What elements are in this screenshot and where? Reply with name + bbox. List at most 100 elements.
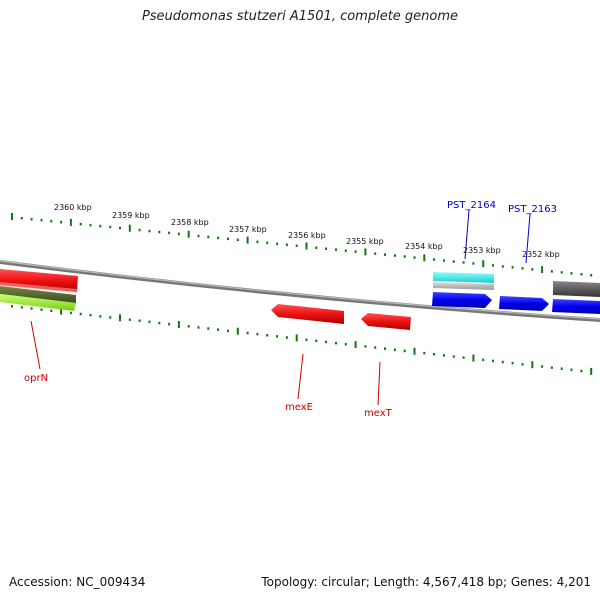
gene-label-oprN: oprN: [24, 373, 48, 384]
minor-tick: [452, 355, 455, 358]
major-tick: [531, 361, 534, 369]
minor-tick: [315, 246, 318, 249]
minor-tick: [79, 312, 82, 316]
minor-tick: [413, 256, 416, 259]
leader-line-mexT: [377, 361, 381, 406]
gene-mexE[interactable]: [271, 304, 344, 324]
minor-tick: [354, 250, 357, 253]
gene-pst2164-cyan[interactable]: [433, 272, 494, 283]
major-tick: [177, 321, 180, 328]
kbp-label: 2356 kbp: [288, 231, 326, 240]
gene-pst2164-gray[interactable]: [433, 282, 494, 290]
minor-tick: [384, 347, 386, 350]
minor-tick: [335, 341, 337, 345]
minor-tick: [20, 217, 23, 220]
major-tick: [119, 314, 121, 322]
minor-tick: [580, 273, 583, 276]
minor-tick: [374, 252, 377, 255]
minor-tick: [501, 265, 504, 268]
minor-tick: [109, 316, 112, 319]
genome-stats-text: Topology: circular; Length: 4,567,418 bp…: [261, 575, 591, 589]
minor-tick: [521, 363, 524, 366]
gene-mexT[interactable]: [361, 313, 411, 330]
minor-tick: [335, 248, 337, 251]
minor-tick: [246, 331, 249, 335]
major-tick: [482, 260, 485, 268]
major-tick: [541, 266, 544, 274]
minor-tick: [109, 225, 112, 229]
minor-tick: [99, 224, 102, 228]
minor-tick: [433, 353, 436, 356]
minor-tick: [236, 238, 239, 242]
minor-tick: [511, 266, 514, 269]
minor-tick: [217, 328, 220, 331]
gene-blue-right[interactable]: [552, 299, 600, 314]
minor-tick: [472, 262, 475, 265]
gene-oprN[interactable]: [0, 269, 78, 293]
minor-tick: [550, 270, 553, 273]
minor-tick: [40, 308, 43, 311]
minor-tick: [50, 309, 53, 312]
minor-tick: [511, 361, 514, 365]
minor-tick: [531, 268, 534, 271]
major-tick: [364, 248, 367, 256]
minor-tick: [30, 218, 33, 221]
major-tick: [128, 224, 131, 232]
minor-tick: [89, 223, 92, 227]
minor-tick: [501, 360, 504, 364]
minor-tick: [374, 346, 377, 349]
minor-tick: [521, 267, 524, 270]
minor-tick: [79, 222, 82, 226]
minor-tick: [393, 254, 396, 257]
kbp-label: 2359 kbp: [112, 211, 150, 220]
minor-tick: [344, 249, 347, 252]
gene-label-mexE: mexE: [285, 402, 313, 413]
minor-tick: [99, 315, 102, 318]
minor-tick: [285, 336, 288, 339]
gene-olive-left[interactable]: [0, 286, 76, 303]
leader-line-mexE: [297, 353, 304, 400]
minor-tick: [168, 231, 171, 235]
minor-tick: [580, 369, 583, 373]
gene-lime-left[interactable]: [0, 294, 76, 311]
minor-tick: [403, 255, 406, 258]
minor-tick: [40, 218, 43, 222]
map-title: Pseudomonas stutzeri A1501, complete gen…: [141, 9, 459, 24]
minor-tick: [227, 237, 229, 241]
minor-tick: [541, 365, 544, 368]
minor-tick: [315, 339, 318, 343]
kbp-label: 2354 kbp: [405, 242, 443, 251]
major-tick: [60, 307, 63, 315]
minor-tick: [384, 253, 386, 256]
minor-tick: [158, 230, 161, 234]
major-tick: [354, 341, 357, 349]
minor-tick: [325, 340, 328, 344]
gene-gray-right[interactable]: [553, 281, 600, 297]
minor-tick: [325, 247, 328, 250]
minor-tick: [20, 306, 23, 309]
minor-tick: [11, 305, 13, 308]
minor-tick: [560, 271, 563, 274]
major-tick: [413, 347, 416, 355]
minor-tick: [266, 334, 269, 337]
major-tick: [69, 218, 72, 226]
genome-backbone: [0, 260, 600, 322]
minor-tick: [344, 343, 347, 346]
minor-tick: [128, 318, 131, 321]
kbp-label: 2355 kbp: [346, 237, 384, 246]
major-tick: [187, 230, 190, 238]
minor-tick: [227, 329, 229, 333]
minor-tick: [560, 367, 563, 370]
minor-tick: [276, 335, 279, 338]
minor-tick: [187, 325, 190, 328]
minor-tick: [138, 228, 141, 232]
gene-pst2164[interactable]: [432, 292, 492, 308]
kbp-label: 2353 kbp: [463, 246, 501, 255]
gene-pst2163[interactable]: [499, 296, 549, 311]
major-tick: [295, 334, 298, 342]
kbp-label: 2352 kbp: [522, 250, 560, 259]
minor-tick: [492, 359, 494, 363]
minor-tick: [423, 351, 426, 355]
minor-tick: [50, 219, 53, 223]
